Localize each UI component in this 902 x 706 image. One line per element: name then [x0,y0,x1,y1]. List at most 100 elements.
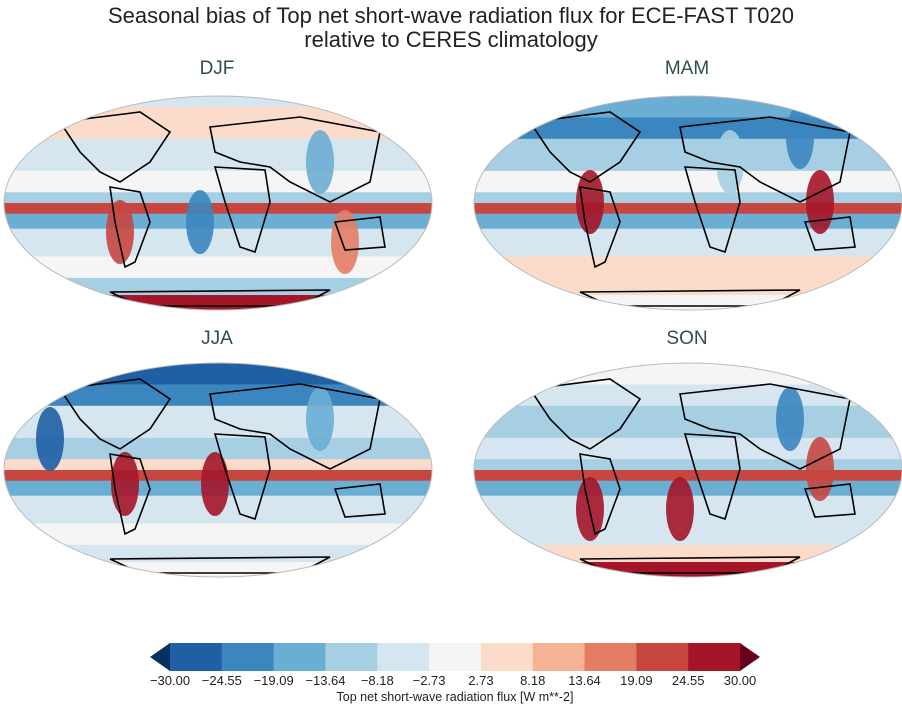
map-djf [3,95,433,311]
bias-band [4,228,432,258]
colorbar-extend-low [150,643,170,671]
colorbar-label: Top net short-wave radiation flux [W m**… [336,690,574,704]
bias-band [4,544,432,564]
bias-band [4,277,432,297]
coastline [333,483,386,518]
colorbar-segment [377,643,430,671]
bias-region [306,387,334,451]
coastline [679,383,851,470]
bias-band [474,295,902,310]
bias-region [806,170,834,234]
coastline [58,378,172,450]
colorbar-segment [429,643,482,671]
bias-band [474,170,902,194]
colorbar-extend-high [740,643,760,671]
coastline [209,116,381,203]
bias-band [4,96,432,108]
colorbar-tick: −2.73 [412,673,446,688]
coastline [528,111,642,183]
colorbar-tick: −30.00 [149,673,191,688]
colorbar-tick: −8.18 [360,673,394,688]
bias-region [716,130,744,194]
colorbar-tick: 24.55 [671,673,705,688]
bias-band [4,523,432,546]
colorbar-segment [480,643,534,671]
bias-region [666,477,694,541]
map-son [473,362,902,578]
bias-band [474,203,902,215]
bias-band [474,544,902,564]
bias-band [474,228,902,258]
bias-region [576,170,604,234]
coastline [213,433,271,521]
bias-band [4,295,432,310]
figure-title-line2: relative to CERES climatology [304,27,598,52]
coastline [58,111,172,183]
bias-band [4,192,432,204]
coastline [528,378,642,450]
bias-band [474,459,902,471]
bias-region [331,210,359,274]
colorbar-tick: 30.00 [723,673,757,688]
coastline [109,453,151,536]
colorbar-tick: 19.09 [620,673,653,688]
bias-band [4,106,432,140]
panel-title-mam: MAM [664,58,710,79]
colorbar-segment [170,643,223,671]
coastline [683,433,741,521]
coastline [109,186,151,269]
colorbar-tick: −19.09 [253,673,294,688]
bias-band [474,277,902,297]
map-boundary [473,362,902,578]
coastline [803,483,856,518]
bias-band [474,192,902,204]
colorbar-segment [688,643,741,671]
bias-region [111,452,139,516]
map-boundary [473,95,902,311]
colorbar-segment [584,643,637,671]
bias-band [4,256,432,279]
bias-band [4,213,432,230]
bias-region [806,437,834,501]
map-mam [473,95,902,311]
coastline [683,166,741,254]
coastline [579,186,621,269]
bias-band [4,562,432,577]
colorbar-segment [636,643,689,671]
colorbar-tick: 8.18 [520,673,546,688]
bias-band [474,256,902,279]
bias-band [474,437,902,461]
bias-band [4,203,432,215]
bias-band [4,363,432,386]
bias-region [201,452,229,516]
coastline [213,166,271,254]
bias-region [106,200,134,264]
coastline [803,216,856,251]
colorbar [150,643,760,671]
colorbar-segment [273,643,326,671]
map-boundary [3,95,433,311]
coastline [209,383,381,470]
bias-band [474,363,902,386]
coastline [579,453,621,536]
colorbar-tick: 2.73 [468,673,494,688]
bias-region [306,130,334,194]
colorbar-segment [221,643,275,671]
bias-band [474,470,902,482]
coastline [679,116,851,203]
map-boundary [3,362,433,578]
bias-region [36,407,64,471]
bias-band [474,96,902,119]
colorbar-tick: 13.64 [568,673,601,688]
coastline [333,216,386,251]
bias-band [474,562,902,577]
bias-band [474,213,902,230]
bias-region [776,387,804,451]
panel-title-son: SON [666,328,708,349]
map-jja [3,362,433,578]
colorbar-segment [532,643,586,671]
bias-region [186,190,214,254]
figure-title-line1: Seasonal bias of Top net short-wave radi… [107,3,795,28]
bias-band [4,384,432,407]
colorbar-tick: −24.55 [201,673,242,688]
